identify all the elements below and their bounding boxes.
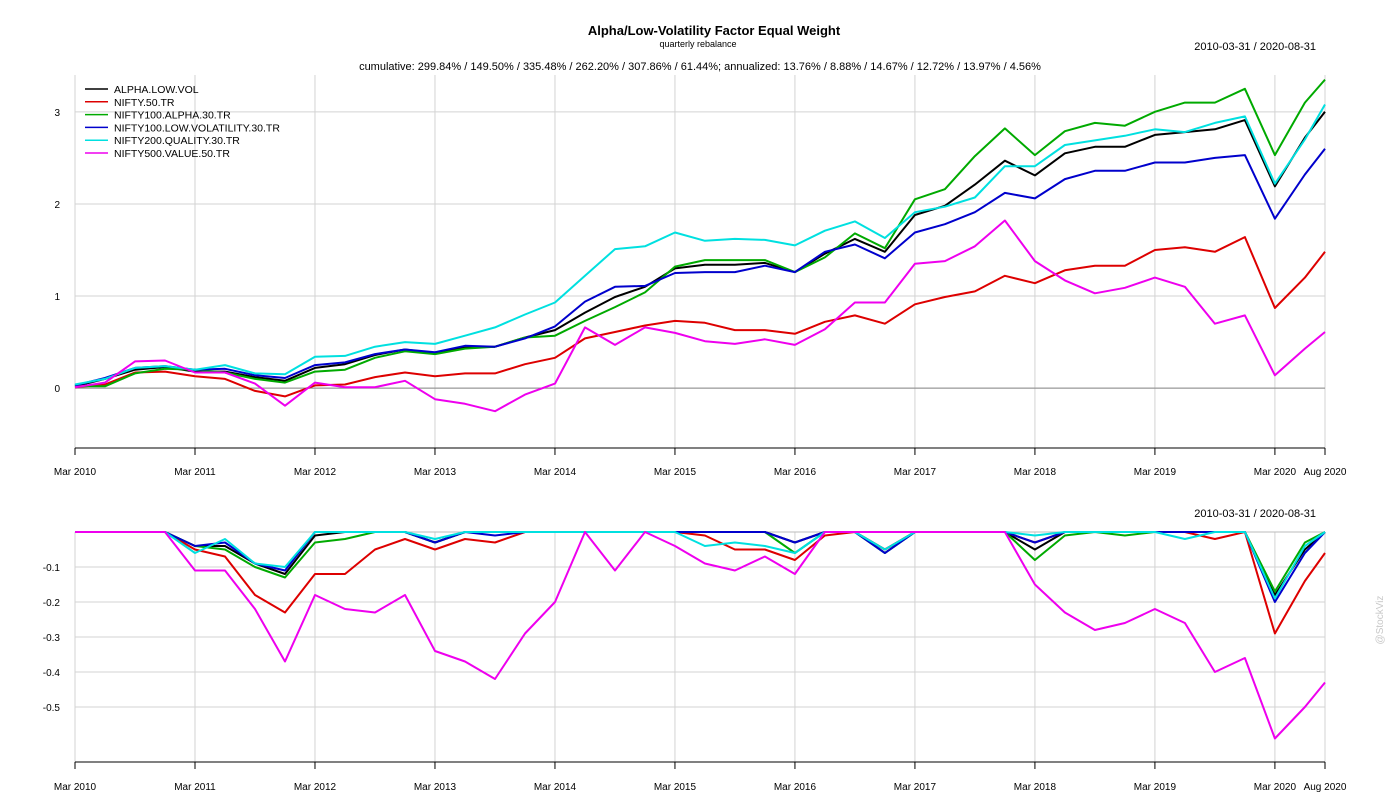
legend-label-nifty100-low-volatility-30-tr: NIFTY100.LOW.VOLATILITY.30.TR [114, 122, 280, 134]
bottom-x-tick-label: Mar 2020 [1254, 782, 1297, 793]
legend-label-nifty500-value-50-tr: NIFTY500.VALUE.50.TR [114, 148, 230, 160]
bottom-series-line-nifty-50-tr [75, 531, 1326, 635]
top-series-line-nifty200-quality-30-tr [74, 104, 1326, 386]
top-x-tick-label: Mar 2016 [774, 467, 817, 478]
top-x-tick-label: Aug 2020 [1304, 467, 1347, 478]
top-x-tick-label: Mar 2014 [534, 467, 577, 478]
top-y-tick-label: 1 [54, 292, 60, 303]
top-x-tick-label: Mar 2018 [1014, 467, 1057, 478]
legend-label-nifty-50-tr: NIFTY.50.TR [114, 97, 175, 109]
cumulative-returns-panel: Mar 2010 Mar 2011 Mar 2012 Mar 2013 Mar 2014… [54, 75, 1347, 478]
cumulative-summary: cumulative: 299.84% / 149.50% / 335.48% … [359, 61, 1041, 73]
legend-label-nifty200-quality-30-tr: NIFTY200.QUALITY.30.TR [114, 135, 240, 147]
top-x-tick-label: Mar 2015 [654, 467, 697, 478]
top-series-line-alpha-low-vol [74, 111, 1326, 388]
bottom-x-tick-label: Mar 2015 [654, 782, 697, 793]
top-x-tick-label: Mar 2013 [414, 467, 457, 478]
top-y-tick-label: 0 [54, 384, 60, 395]
date-range-top: 2010-03-31 / 2020-08-31 [1194, 41, 1316, 53]
chart-title: Alpha/Low-Volatility Factor Equal Weight [588, 23, 841, 38]
top-x-tick-label: Mar 2010 [54, 467, 97, 478]
bottom-x-tick-label: Mar 2010 [54, 782, 97, 793]
bottom-x-tick-label: Mar 2013 [414, 782, 457, 793]
legend-label-alpha-low-vol: ALPHA.LOW.VOL [114, 84, 199, 96]
bottom-x-tick-label: Mar 2018 [1014, 782, 1057, 793]
top-x-tick-label: Mar 2019 [1134, 467, 1177, 478]
legend-label-nifty100-alpha-30-tr: NIFTY100.ALPHA.30.TR [114, 110, 231, 122]
top-y-tick-label: 3 [54, 108, 60, 119]
top-x-tick-label: Mar 2020 [1254, 467, 1297, 478]
drawdown-panel: Mar 2010 Mar 2011 Mar 2012 Mar 2013 Mar 2014… [43, 531, 1347, 793]
top-series-line-nifty500-value-50-tr [74, 219, 1326, 413]
top-series-line-nifty100-low-volatility-30-tr [74, 148, 1326, 387]
bottom-x-tick-label: Mar 2012 [294, 782, 337, 793]
bottom-x-tick-label: Mar 2014 [534, 782, 577, 793]
bottom-y-tick-label: -0.1 [43, 563, 61, 574]
bottom-x-tick-label: Mar 2011 [174, 782, 216, 793]
top-x-tick-label: Mar 2012 [294, 467, 337, 478]
top-y-tick-label: 2 [54, 200, 60, 211]
top-series-line-nifty-50-tr [74, 236, 1326, 398]
bottom-x-tick-label: Mar 2016 [774, 782, 817, 793]
bottom-x-tick-label: Mar 2017 [894, 782, 937, 793]
top-x-tick-label: Mar 2017 [894, 467, 937, 478]
bottom-series-line-nifty200-quality-30-tr [75, 531, 1326, 600]
bottom-y-tick-label: -0.4 [43, 668, 61, 679]
bottom-x-tick-label: Mar 2019 [1134, 782, 1177, 793]
bottom-y-tick-label: -0.5 [43, 703, 61, 714]
top-x-tick-label: Mar 2011 [174, 467, 216, 478]
bottom-y-tick-label: -0.2 [43, 598, 61, 609]
chart-subtitle: quarterly rebalance [659, 39, 736, 49]
bottom-series-line-nifty500-value-50-tr [75, 531, 1326, 740]
top-series-line-nifty100-alpha-30-tr [75, 78, 1326, 388]
watermark: @StockViz [1375, 596, 1386, 645]
bottom-x-tick-label: Aug 2020 [1304, 782, 1347, 793]
bottom-y-tick-label: -0.3 [43, 633, 61, 644]
legend: ALPHA.LOW.VOLNIFTY.50.TRNIFTY100.ALPHA.3… [85, 84, 280, 160]
date-range-bottom: 2010-03-31 / 2020-08-31 [1194, 508, 1316, 520]
